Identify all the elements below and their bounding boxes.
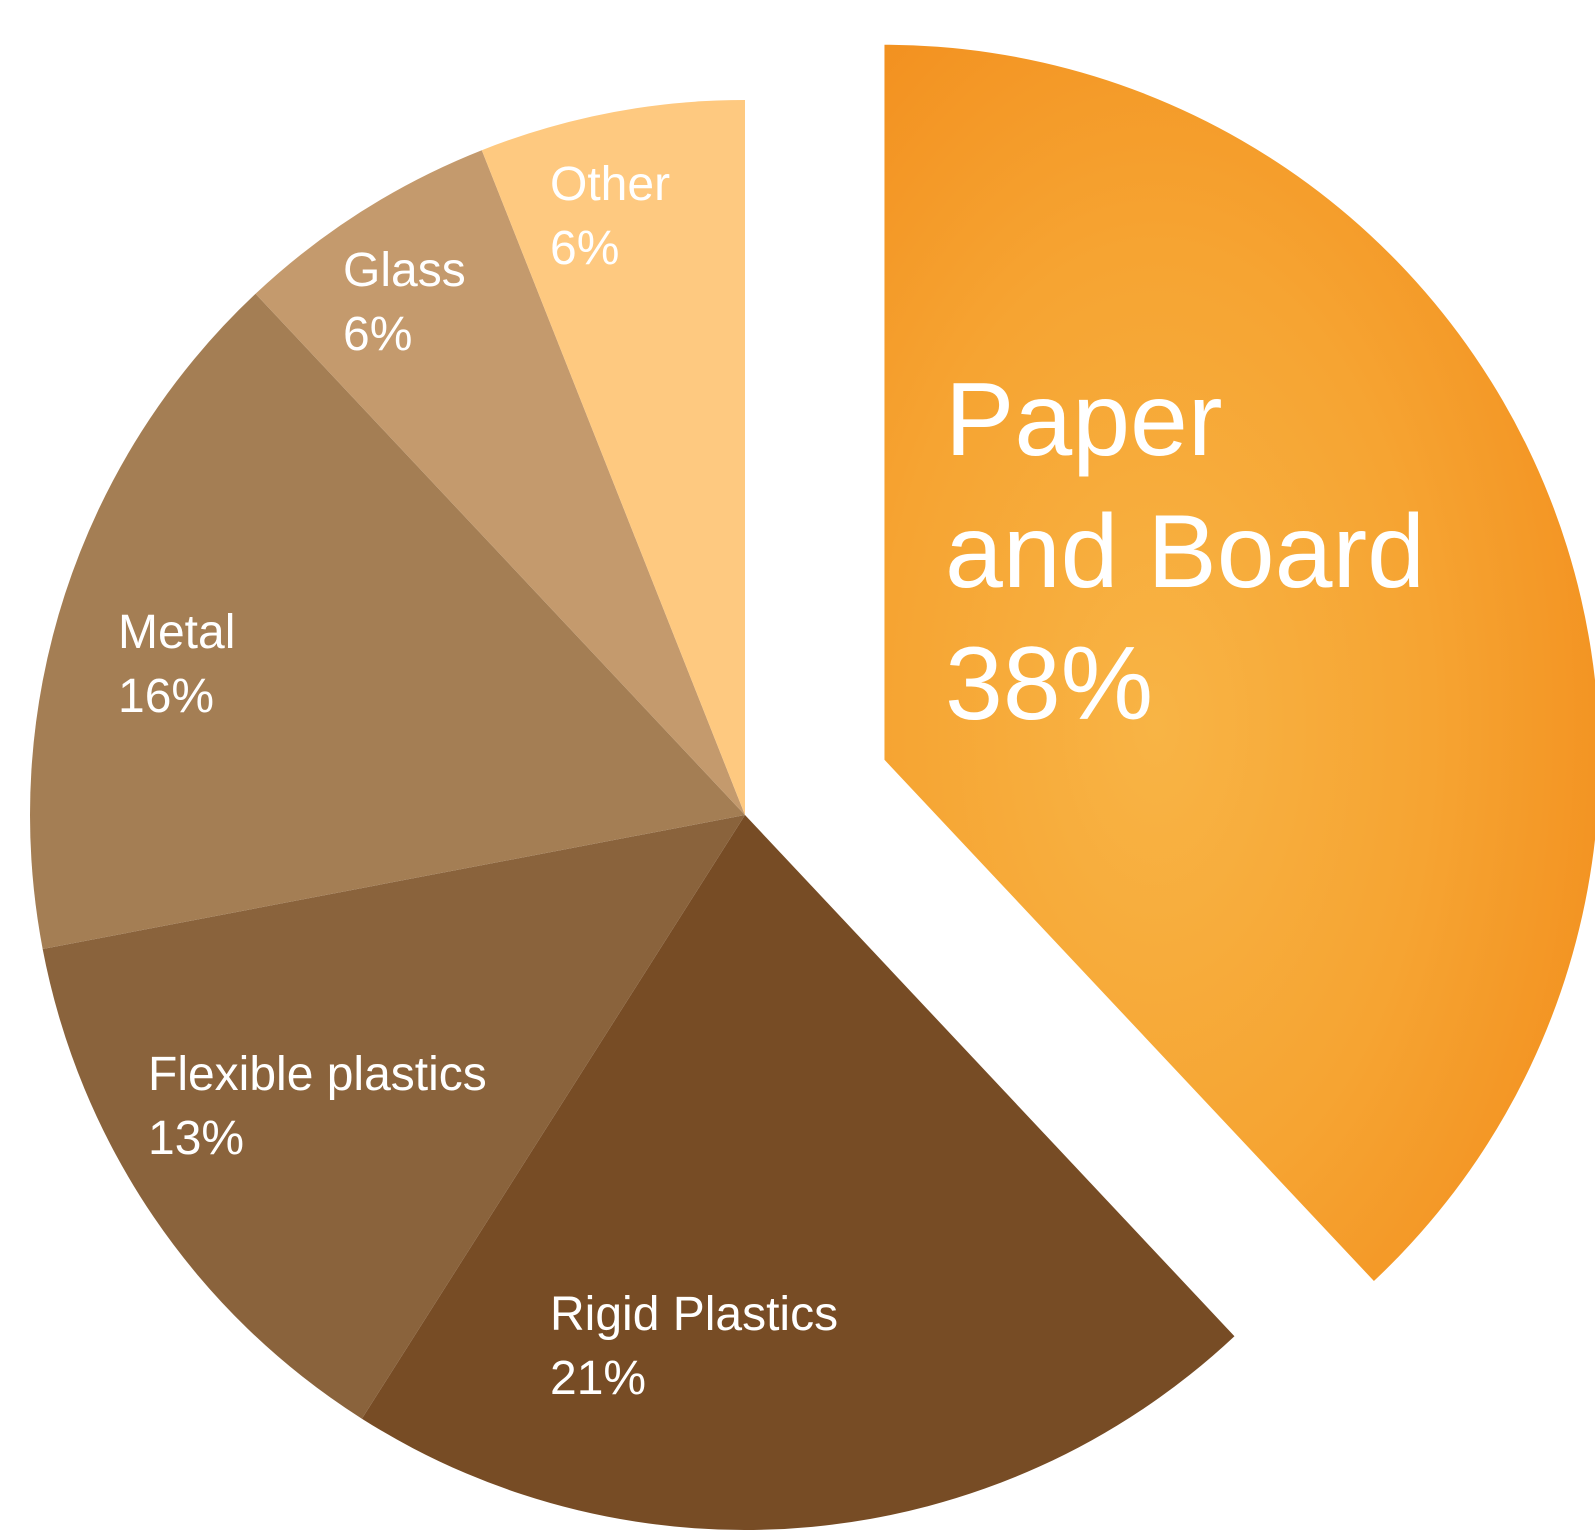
slice-name-line: Metal (118, 606, 235, 659)
slice-name-line: and Board (945, 494, 1425, 610)
slice-name-line: Rigid Plastics (550, 1288, 838, 1341)
slice-percent: 6% (550, 222, 619, 275)
slice-name-line: Glass (343, 244, 466, 297)
pie-slice-glass (255, 150, 745, 815)
slice-percent: 16% (118, 670, 214, 723)
slice-label-metal: Metal 16% (118, 606, 235, 723)
slice-label-glass: Glass 6% (343, 244, 466, 361)
slice-percent: 38% (945, 626, 1153, 742)
slice-percent: 21% (550, 1352, 646, 1405)
pie-slice-other (481, 100, 745, 815)
pie-slice-paper-and-board (884, 44, 1595, 1281)
slice-percent: 13% (148, 1112, 244, 1165)
slice-name-line: Paper (945, 362, 1223, 478)
slice-label-rigid-plastics: Rigid Plastics 21% (550, 1288, 838, 1405)
pie-slices (30, 44, 1595, 1530)
slice-name-line: Other (550, 158, 670, 211)
pie-slice-flexible-plastics (42, 815, 746, 1419)
slice-name-line: Flexible plastics (148, 1048, 487, 1101)
slice-percent: 6% (343, 308, 412, 361)
slice-label-paper-and-board: Paper and Board 38% (945, 362, 1425, 742)
slice-label-other: Other 6% (550, 158, 670, 275)
pie-slice-metal (30, 293, 746, 949)
slice-label-flexible-plastics: Flexible plastics 13% (148, 1048, 487, 1165)
pie-labels: Paper and Board 38% Rigid Plastics 21% Flexib… (118, 158, 1425, 1405)
pie-slice-rigid-plastics (361, 815, 1235, 1530)
